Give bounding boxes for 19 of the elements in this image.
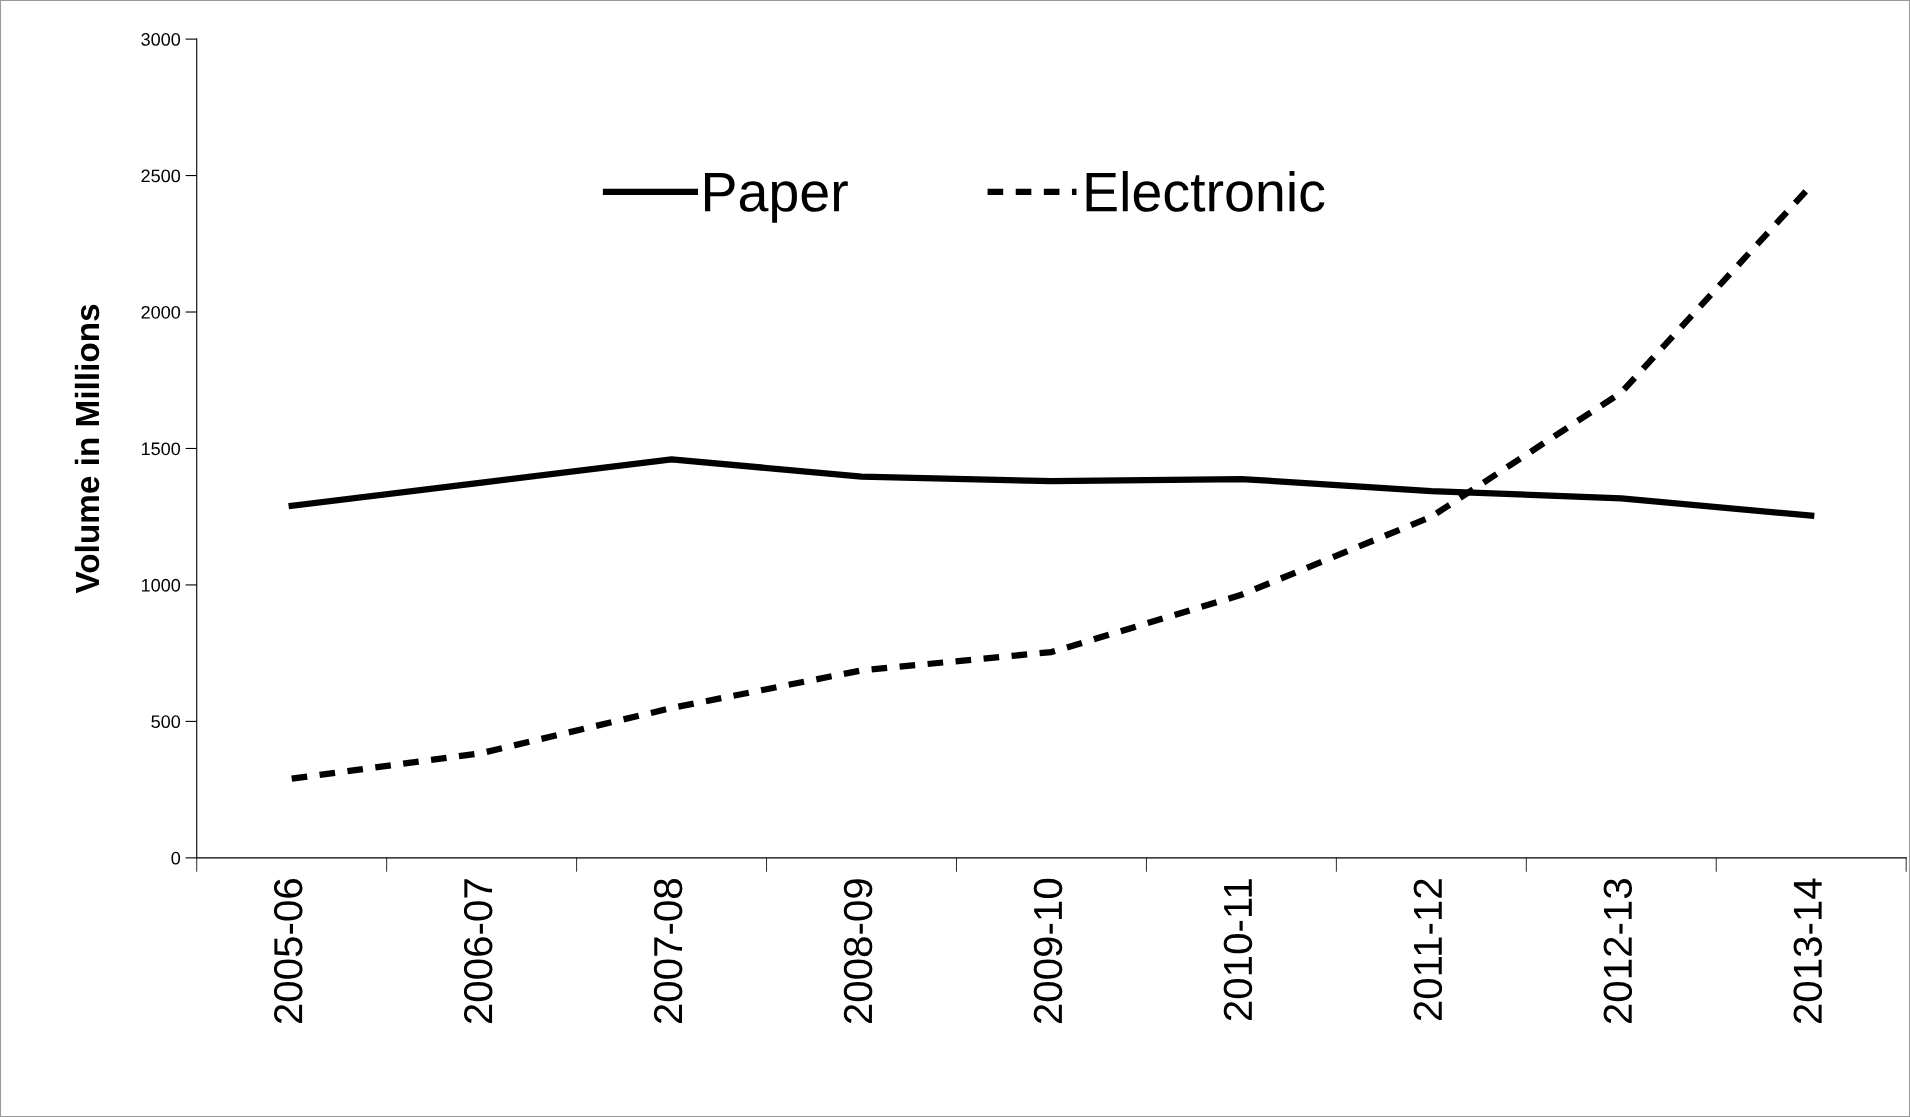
y-axis-title: Volume in Millions	[74, 304, 100, 594]
x-tick-label: 2007-08	[653, 879, 683, 1024]
y-tick-label: 3000	[141, 33, 181, 46]
legend-label: Paper	[705, 173, 848, 223]
y-tick-label: 500	[151, 715, 181, 729]
y-tick-label: 2500	[141, 169, 181, 183]
y-tick-label: 1000	[141, 578, 181, 592]
x-tick-label: 2006-07	[463, 879, 493, 1024]
x-tick-label: 2013-14	[1793, 878, 1823, 1024]
x-tick-label: 2008-09	[843, 879, 873, 1024]
x-tick-label: 2010-11	[1223, 879, 1253, 1021]
x-tick-label: 2005-06	[273, 879, 303, 1024]
x-tick-label: 2012-13	[1603, 879, 1633, 1024]
y-tick-label: 1500	[141, 442, 181, 456]
x-tick-label: 2011-12	[1413, 879, 1443, 1021]
x-tick-label: 2009-10	[1033, 878, 1063, 1024]
y-tick-label: 2000	[141, 305, 181, 319]
y-tick-label: 0	[171, 851, 181, 865]
legend-label: Electronic	[1086, 170, 1325, 212]
